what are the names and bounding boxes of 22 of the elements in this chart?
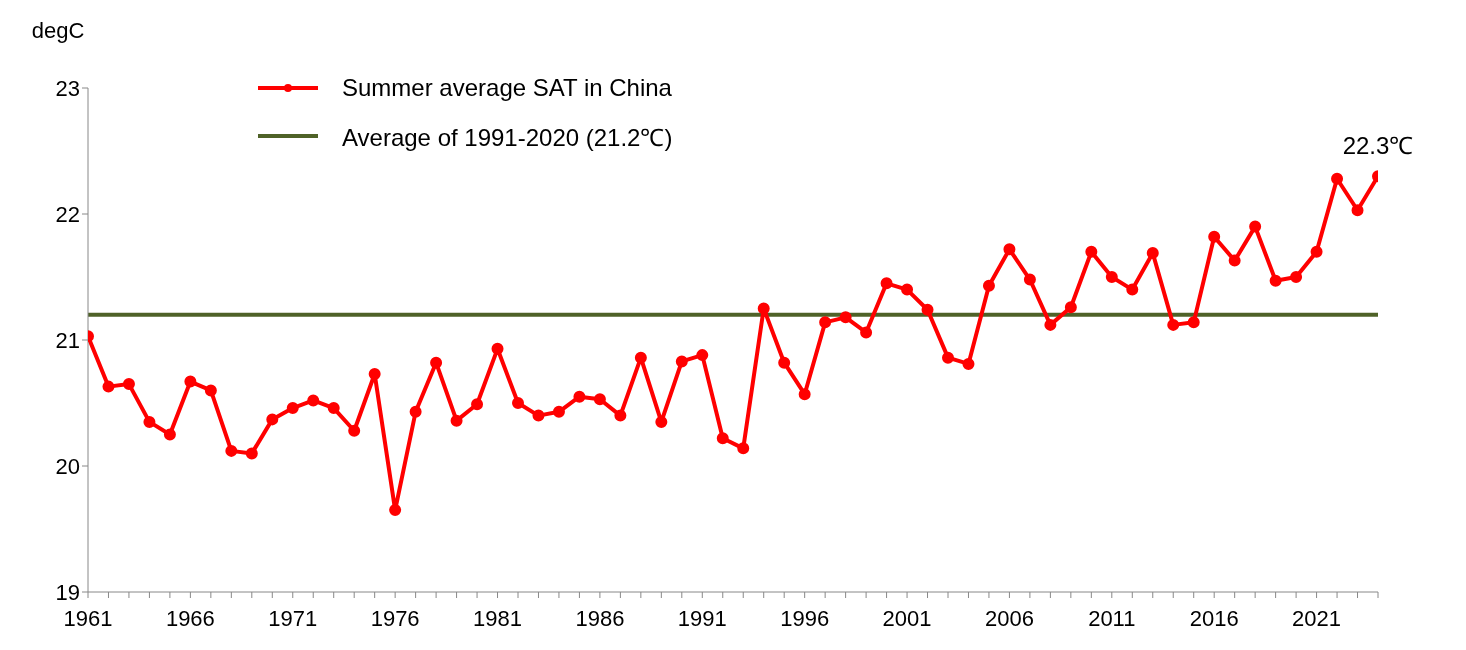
x-tick-label: 1986: [575, 605, 625, 631]
x-tick-label: 1976: [370, 605, 420, 631]
x-tick-label: 2001: [882, 605, 932, 631]
x-tick-label: 2006: [984, 605, 1034, 631]
annotation: 22.3℃: [1342, 132, 1414, 160]
legend-label: Average of 1991-2020 (21.2℃): [342, 122, 673, 153]
x-tick-label: 2011: [1088, 605, 1136, 631]
x-tick-label: 1996: [780, 605, 830, 631]
y-tick-label: 19: [55, 579, 80, 605]
y-tick-label: 23: [55, 75, 80, 101]
y-tick-label: 20: [55, 453, 80, 479]
x-tick-label: 1966: [165, 605, 215, 631]
x-tick-label: 2021: [1292, 605, 1342, 631]
x-tick-label: 1961: [63, 605, 113, 631]
x-tick-label: 1981: [473, 605, 522, 631]
legend-label: Summer average SAT in China: [342, 74, 672, 102]
x-tick-label: 1991: [677, 605, 727, 631]
x-tick-label: 2016: [1189, 605, 1239, 631]
y-axis-title: degC: [31, 18, 85, 43]
y-tick-label: 21: [55, 327, 80, 353]
x-tick-label: 1971: [268, 605, 318, 631]
y-tick-label: 22: [55, 201, 80, 227]
